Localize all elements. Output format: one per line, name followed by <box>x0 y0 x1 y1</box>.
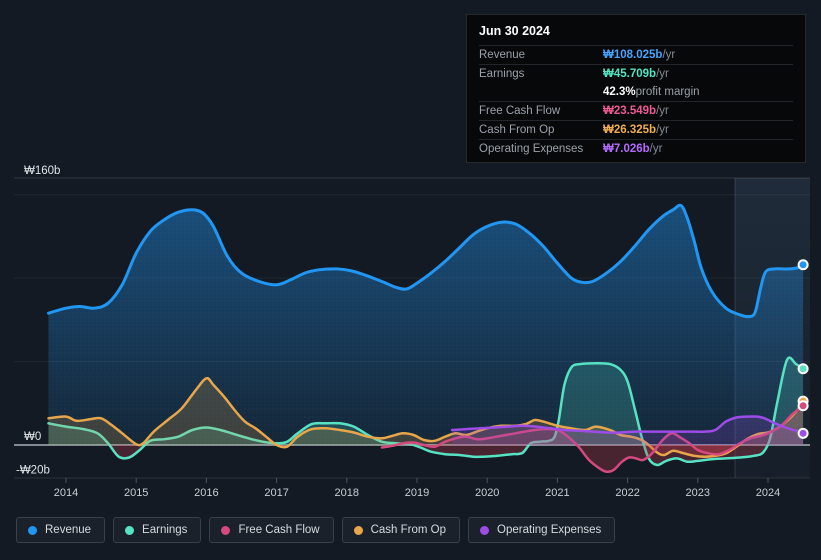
tooltip-row-value: ₩7.026b <box>603 143 650 155</box>
fcf-area-negative <box>381 445 804 472</box>
x-axis-label: 2021 <box>545 487 569 499</box>
x-axis-label: 2014 <box>54 487 78 499</box>
legend-item-label: Operating Expenses <box>497 524 602 536</box>
tooltip-row-label: Cash From Op <box>479 124 555 136</box>
y-axis-label: -₩20b <box>16 464 50 476</box>
legend-item-label: Cash From Op <box>370 524 447 536</box>
fcf-area-positive <box>381 405 804 445</box>
tooltip-row-value: ₩26.325b <box>603 124 657 136</box>
opex-line[interactable] <box>450 415 805 435</box>
revenue-line[interactable] <box>47 203 805 319</box>
tooltip-row-opex: Operating Expenses ₩7.026b /yr <box>479 139 793 158</box>
cashop-legend-dot-icon <box>353 525 363 535</box>
x-axis-label: 2020 <box>475 487 499 499</box>
fcf-line[interactable] <box>380 404 805 474</box>
legend-item-earnings[interactable]: Earnings <box>113 517 202 543</box>
tooltip-row-label: Free Cash Flow <box>479 105 561 117</box>
x-axis-label: 2023 <box>686 487 710 499</box>
tooltip-row-unit: /yr <box>656 105 669 117</box>
chart-tooltip: Jun 30 2024 Revenue ₩108.025b /yr Earnings… <box>466 14 806 163</box>
legend-item-fcf[interactable]: Free Cash Flow <box>209 517 334 543</box>
earnings-end-marker[interactable] <box>797 363 809 375</box>
cashop-line[interactable] <box>47 376 805 458</box>
tooltip-row-label: Operating Expenses <box>479 143 584 155</box>
legend-item-label: Revenue <box>45 524 92 536</box>
profit-margin-value: 42.3% <box>603 86 636 98</box>
x-axis-label: 2022 <box>615 487 639 499</box>
tooltip-row-label: Earnings <box>479 68 525 80</box>
tooltip-date: Jun 30 2024 <box>479 24 550 38</box>
x-axis-label: 2019 <box>405 487 429 499</box>
revenue-end-marker[interactable] <box>797 259 809 271</box>
cashop-area-positive <box>48 378 804 445</box>
fcf-legend-dot-icon <box>221 525 231 535</box>
tooltip-row-fcf: Free Cash Flow ₩23.549b /yr <box>479 101 793 120</box>
tooltip-row-label: Revenue <box>479 49 526 61</box>
tooltip-row-revenue: Revenue ₩108.025b /yr <box>479 45 793 64</box>
opex-area-positive <box>452 416 804 445</box>
tooltip-rows: Revenue ₩108.025b /yr Earnings ₩45.709b /yr… <box>479 45 793 158</box>
cashop-area-negative <box>48 445 804 457</box>
y-axis-label: ₩160b <box>24 165 60 177</box>
tooltip-row-unit: /yr <box>656 124 669 136</box>
legend-item-label: Free Cash Flow <box>238 524 320 536</box>
x-axis-label: 2024 <box>756 487 780 499</box>
legend-item-revenue[interactable]: Revenue <box>16 517 106 543</box>
tooltip-row-unit: /yr <box>649 143 663 155</box>
revenue-legend-dot-icon <box>28 525 37 535</box>
cashop-series <box>47 376 805 458</box>
opex-legend-dot-icon <box>480 525 490 535</box>
legend-item-opex[interactable]: Operating Expenses <box>468 517 616 543</box>
tooltip-row-value: ₩45.709b <box>603 68 657 80</box>
tooltip-row-cashop: Cash From Op ₩26.325b /yr <box>479 120 793 139</box>
legend-item-label: Earnings <box>142 524 188 536</box>
opex-series <box>450 415 805 445</box>
x-axis-label: 2017 <box>264 487 288 499</box>
fcf-end-marker[interactable] <box>797 400 809 412</box>
revenue-series <box>47 203 805 445</box>
fcf-series <box>380 404 805 474</box>
earnings-legend-dot-icon <box>125 525 135 535</box>
x-axis-label: 2018 <box>335 487 359 499</box>
profit-margin-label: profit margin <box>635 86 700 98</box>
tooltip-row-value: ₩23.549b <box>603 105 657 117</box>
earnings-area-positive <box>48 357 804 445</box>
x-axis-label: 2015 <box>124 487 148 499</box>
y-axis-label: ₩0 <box>24 431 41 443</box>
x-axis-label: 2016 <box>194 487 218 499</box>
earnings-line[interactable] <box>47 356 805 467</box>
opex-end-marker[interactable] <box>797 427 809 439</box>
tooltip-row-earnings: Earnings ₩45.709b /yr <box>479 64 793 83</box>
legend-item-cashop[interactable]: Cash From Op <box>341 517 461 543</box>
tooltip-row-unit: /yr <box>656 68 669 80</box>
tooltip-row-value: ₩108.025b <box>603 49 663 61</box>
tooltip-row-unit: /yr <box>662 49 676 61</box>
chart-legend: Revenue Earnings Free Cash Flow Cash From O… <box>16 517 616 543</box>
tooltip-profit-margin-row: 42.3% profit margin <box>479 83 793 101</box>
